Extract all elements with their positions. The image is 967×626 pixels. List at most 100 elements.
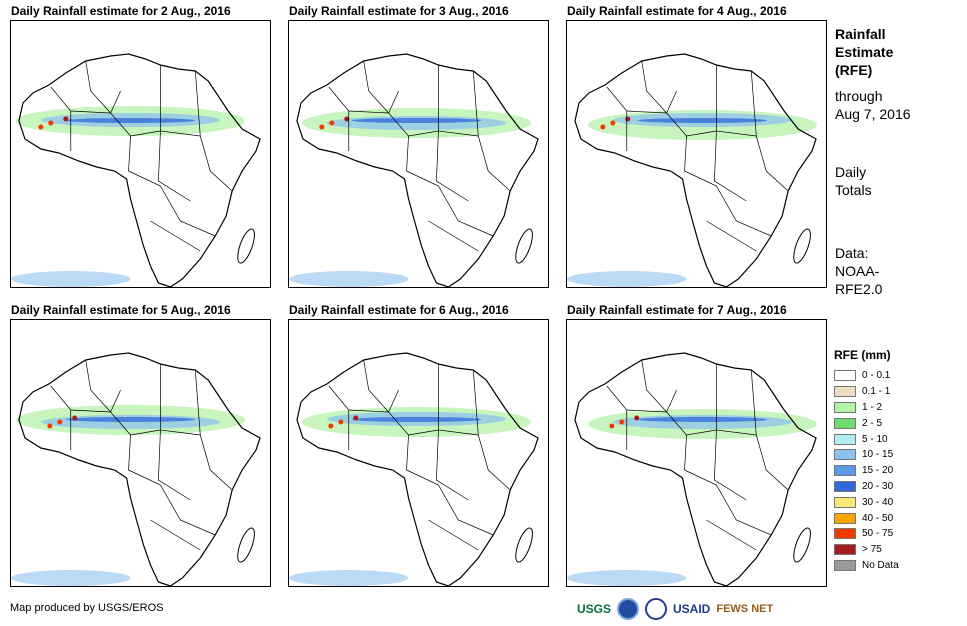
- rfe-legend: RFE (mm) 0 - 0.1 0.1 - 1 1 - 2 2 - 5 5 - 10 1…: [834, 348, 899, 573]
- country-border: [328, 385, 350, 450]
- country-border: [85, 359, 111, 413]
- africa-coastline: [296, 352, 539, 586]
- through-line: through: [835, 88, 883, 104]
- country-border: [406, 135, 409, 172]
- country-border: [714, 130, 747, 202]
- legend-swatch: [834, 401, 856, 413]
- africa-rainfall-map: [566, 319, 827, 587]
- map-panel-aug-5: Daily Rainfall estimate for 5 Aug., 2016: [9, 303, 273, 587]
- heavy-rain-spot: [63, 116, 69, 122]
- usgs-logo: USGS: [577, 602, 612, 616]
- country-border: [706, 220, 757, 252]
- map-canvas: [11, 53, 261, 287]
- rainfall-area: [65, 417, 196, 422]
- country-border: [128, 135, 131, 172]
- title-line: Estimate: [835, 44, 894, 60]
- heavy-rain-spot: [47, 423, 53, 429]
- legend-swatch: [834, 559, 856, 571]
- heavy-rain-spot: [610, 120, 616, 126]
- heavy-rain-spot: [344, 116, 350, 122]
- legend-label: 0 - 0.1: [862, 370, 891, 382]
- country-border: [363, 359, 389, 413]
- heavy-rain-spot: [625, 116, 631, 122]
- rainfall-area: [567, 570, 687, 586]
- legend-item: 0 - 0.1: [834, 368, 899, 384]
- country-border: [110, 112, 161, 137]
- heavy-rain-spot: [319, 124, 325, 130]
- country-border: [428, 220, 479, 252]
- country-border: [194, 70, 201, 137]
- africa-rainfall-map: [10, 319, 271, 587]
- partner-logos: USGS USAID FEWS NET: [577, 596, 825, 622]
- heavy-rain-spot: [353, 415, 359, 421]
- legend-item: > 75: [834, 542, 899, 558]
- country-border: [158, 130, 191, 202]
- legend-item: 5 - 10: [834, 431, 899, 447]
- data-line: NOAA-: [835, 263, 880, 279]
- rainfall-area: [289, 271, 409, 287]
- usaid-logo: USAID: [673, 602, 711, 616]
- country-border: [472, 70, 479, 137]
- country-border: [706, 519, 757, 551]
- country-border: [436, 429, 469, 501]
- noaa-logo: [617, 598, 640, 620]
- heavy-rain-spot: [600, 124, 606, 130]
- rfe-title: Rainfall Estimate (RFE): [835, 25, 893, 79]
- country-border: [641, 60, 667, 114]
- legend-label: 20 - 30: [862, 480, 894, 492]
- legend-swatch: [834, 449, 856, 461]
- legend-items: 0 - 0.1 0.1 - 1 1 - 2 2 - 5 5 - 10 10 - 15 15 …: [834, 368, 899, 573]
- country-border: [199, 135, 233, 192]
- madagascar-outline: [793, 527, 811, 563]
- rainfall-area: [11, 271, 131, 287]
- daily-totals: Daily Totals: [835, 163, 872, 199]
- africa-coastline: [296, 53, 539, 287]
- country-border: [684, 434, 687, 471]
- fewsnet-logo: FEWS NET: [716, 603, 774, 615]
- totals-line: Daily: [835, 164, 867, 180]
- legend-swatch: [834, 465, 856, 477]
- country-border: [755, 135, 789, 192]
- legend-label: 40 - 50: [862, 512, 894, 524]
- map-canvas: [567, 352, 818, 586]
- legend-item: No Data: [834, 558, 899, 574]
- map-canvas: [11, 352, 261, 586]
- country-border: [436, 130, 469, 202]
- country-border: [641, 359, 667, 413]
- through-date: through Aug 7, 2016: [835, 87, 911, 123]
- totals-line: Totals: [835, 182, 872, 198]
- legend-swatch: [834, 528, 856, 540]
- africa-coastline: [574, 53, 817, 287]
- doi-seal-logo: [645, 598, 668, 620]
- heavy-rain-spot: [72, 415, 78, 421]
- rainfall-area: [567, 271, 687, 287]
- africa-rainfall-map: [288, 20, 549, 288]
- title-line: Rainfall: [835, 26, 886, 42]
- legend-item: 2 - 5: [834, 415, 899, 431]
- country-border: [128, 469, 216, 536]
- legend-item: 0.1 - 1: [834, 384, 899, 400]
- africa-coastline: [18, 352, 261, 586]
- data-source: Data: NOAA- RFE2.0: [835, 244, 882, 298]
- data-line: RFE2.0: [835, 281, 883, 297]
- madagascar-outline: [515, 527, 533, 563]
- legend-item: 30 - 40: [834, 494, 899, 510]
- country-border: [406, 469, 494, 536]
- legend-label: 15 - 20: [862, 465, 894, 477]
- map-canvas: [289, 352, 539, 586]
- heavy-rain-spot: [48, 120, 54, 126]
- country-border: [328, 86, 350, 151]
- country-border: [158, 429, 191, 501]
- legend-item: 15 - 20: [834, 463, 899, 479]
- panel-title: Daily Rainfall estimate for 2 Aug., 2016: [11, 4, 231, 18]
- country-border: [128, 434, 131, 471]
- rainfall-area: [637, 417, 768, 422]
- country-border: [406, 170, 494, 237]
- legend-swatch: [834, 480, 856, 492]
- legend-title: RFE (mm): [834, 348, 891, 362]
- title-line: (RFE): [835, 62, 873, 78]
- africa-rainfall-map: [288, 319, 549, 587]
- legend-swatch: [834, 370, 856, 382]
- heavy-rain-spot: [619, 419, 625, 425]
- rainfall-area: [289, 570, 409, 586]
